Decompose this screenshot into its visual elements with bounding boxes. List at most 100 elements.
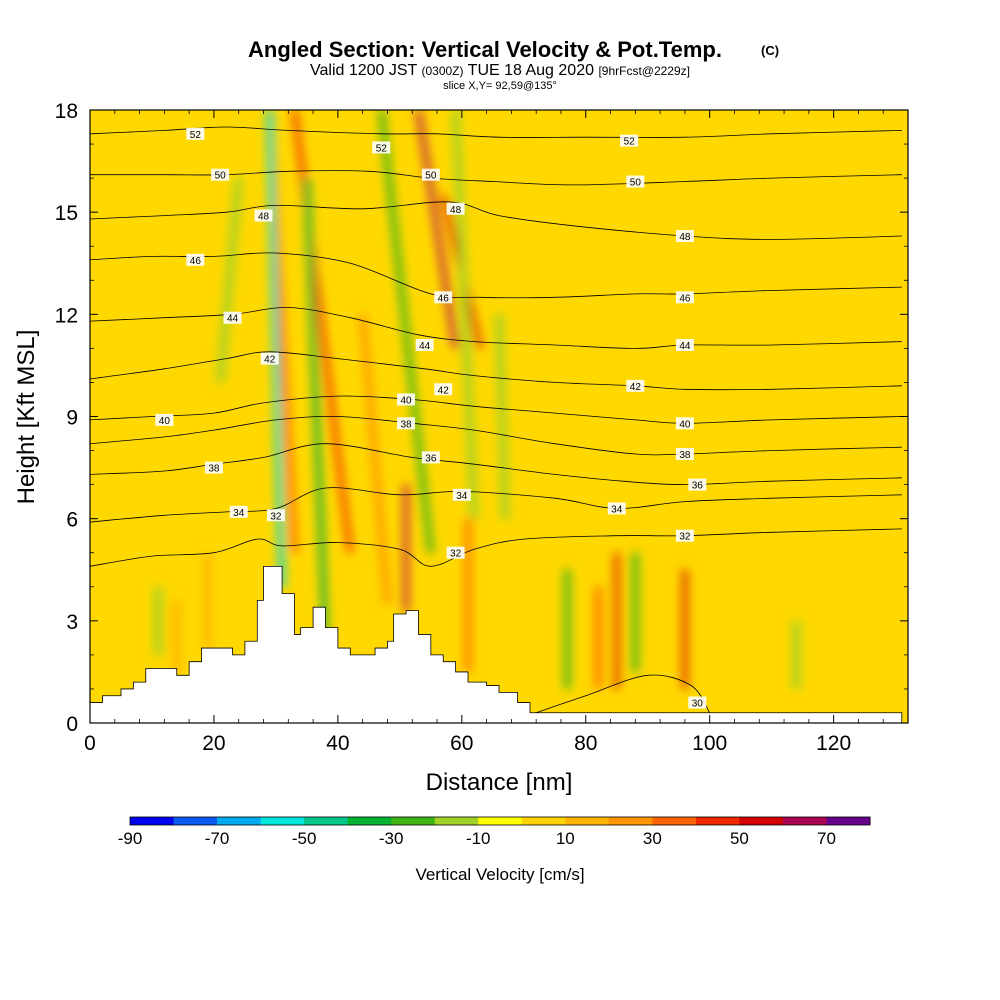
contour-label-bg — [229, 505, 248, 518]
contour-label-bg — [186, 253, 205, 266]
contour-label-bg — [675, 338, 694, 351]
contour-label-text: 36 — [692, 481, 704, 492]
y-tick-label: 12 — [55, 304, 78, 327]
colorbar-tick-label: 10 — [556, 829, 575, 848]
contour-label-text: 42 — [630, 382, 642, 393]
colorbar-swatch — [739, 817, 784, 825]
contour-label-text: 48 — [450, 205, 462, 216]
contour-label-text: 34 — [456, 491, 468, 502]
chart-subtitle: Valid 1200 JST (0300Z) TUE 18 Aug 2020 [… — [310, 62, 690, 79]
contour-label-text: 34 — [611, 504, 623, 515]
colorbar-tick-label: 50 — [730, 829, 749, 848]
updraft-band — [465, 518, 471, 672]
contour-label: 48 — [675, 230, 694, 243]
contour-label-bg — [620, 134, 639, 147]
contour-label-bg — [254, 209, 273, 222]
contour-label: 34 — [229, 505, 248, 519]
downdraft-band — [565, 569, 570, 689]
colorbar-swatch — [826, 817, 871, 825]
colorbar-swatch — [173, 817, 218, 825]
contour-label-bg — [607, 502, 626, 515]
contour-label-bg — [675, 291, 694, 304]
contour-label: 32 — [675, 529, 694, 543]
contour-label: 48 — [254, 209, 273, 223]
contour-label: 44 — [675, 338, 694, 352]
contour-label: 52 — [372, 141, 391, 154]
colorbar-swatch — [347, 817, 392, 825]
downdraft-band — [155, 586, 161, 655]
y-tick-label: 9 — [66, 407, 78, 430]
theta-contour-30 — [536, 674, 711, 714]
x-tick-label: 20 — [202, 732, 225, 755]
y-axis-label: Height [Kft MSL] — [13, 330, 40, 505]
contour-label-text: 50 — [215, 171, 227, 182]
subtitle-valid: Valid 1200 JST — [310, 62, 418, 79]
contour-label: 32 — [446, 546, 465, 560]
plot-content: 52 52 52 50 50 50 48 48 48 46 46 46 44 44 44 42 42 42 40 40… — [90, 110, 903, 723]
theta-contour-46 — [90, 252, 902, 299]
contour-label-bg — [372, 141, 391, 154]
contour-label-text: 44 — [227, 314, 239, 325]
contour-label: 52 — [186, 127, 205, 141]
contour-label-bg — [626, 379, 645, 392]
contour-label: 40 — [675, 417, 694, 430]
colorbar-swatch — [608, 817, 653, 825]
contour-label-text: 52 — [624, 137, 636, 148]
subtitle-forecast: [9hrFcst@2229z] — [598, 64, 690, 78]
subtitle-zulu: (0300Z) — [421, 64, 463, 78]
theta-contour-52 — [90, 126, 902, 138]
slice-info: slice X,Y= 92,59@135° — [443, 80, 557, 92]
contour-label: 34 — [452, 488, 471, 502]
colorbar-label: Vertical Velocity [cm/s] — [415, 865, 584, 884]
contour-label: 46 — [186, 253, 205, 267]
contour-label-text: 46 — [438, 293, 450, 304]
downdraft-band — [633, 552, 638, 672]
chart-title: Angled Section: Vertical Velocity & Pot.… — [248, 37, 722, 62]
contour-label-text: 36 — [425, 453, 437, 464]
contour-label-text: 48 — [258, 212, 270, 223]
contour-label-text: 40 — [400, 395, 412, 406]
contour-label-bg — [397, 393, 416, 406]
contour-labels: 52 52 52 50 50 50 48 48 48 46 46 46 44 44 44 42 42 42 40 40… — [155, 127, 707, 710]
colorbar-swatch — [217, 817, 262, 825]
colorbar-swatch — [260, 817, 305, 825]
contour-label-bg — [688, 478, 707, 491]
contour-label-bg — [223, 311, 242, 324]
colorbar-tick-label: -70 — [205, 829, 230, 848]
contour-label: 50 — [211, 168, 230, 182]
contour-label: 48 — [446, 202, 465, 216]
updraft-band — [683, 569, 687, 689]
contour-label-bg — [688, 696, 707, 709]
updraft-band — [360, 314, 390, 604]
colorbar-tick-label: 70 — [817, 829, 836, 848]
contour-label-text: 46 — [190, 256, 202, 267]
updraft-band — [614, 552, 619, 689]
contour-label-bg — [626, 175, 645, 188]
contour-label-text: 40 — [159, 416, 171, 427]
colorbar: -90 -70 -50 -30 -10 10 30 50 70 — [118, 816, 871, 848]
colorbar-swatch — [565, 817, 610, 825]
downdraft-band — [793, 620, 800, 689]
colorbar-tick-label: -30 — [379, 829, 404, 848]
contour-label-bg — [675, 417, 694, 430]
contour-label-bg — [452, 488, 471, 501]
plot-area: 52 52 52 50 50 50 48 48 48 46 46 46 44 44 44 42 42 42 40 40… — [55, 100, 909, 755]
contour-label-bg — [204, 461, 223, 474]
colorbar-tick-label: -90 — [118, 829, 143, 848]
x-tick-label: 40 — [326, 732, 349, 755]
contour-label: 50 — [626, 175, 645, 189]
contour-label-bg — [260, 352, 279, 365]
contour-label: 40 — [397, 393, 416, 406]
contour-label: 42 — [626, 379, 645, 393]
contour-label-bg — [397, 417, 416, 430]
subtitle-date: TUE 18 Aug 2020 — [468, 62, 594, 79]
theta-contour-42 — [90, 351, 902, 391]
colorbar-swatch — [130, 817, 175, 825]
downdraft-band — [496, 314, 508, 519]
contour-label-text: 38 — [208, 464, 220, 475]
contour-label: 50 — [421, 168, 440, 182]
contour-label: 36 — [421, 451, 440, 464]
contour-label-bg — [675, 230, 694, 243]
